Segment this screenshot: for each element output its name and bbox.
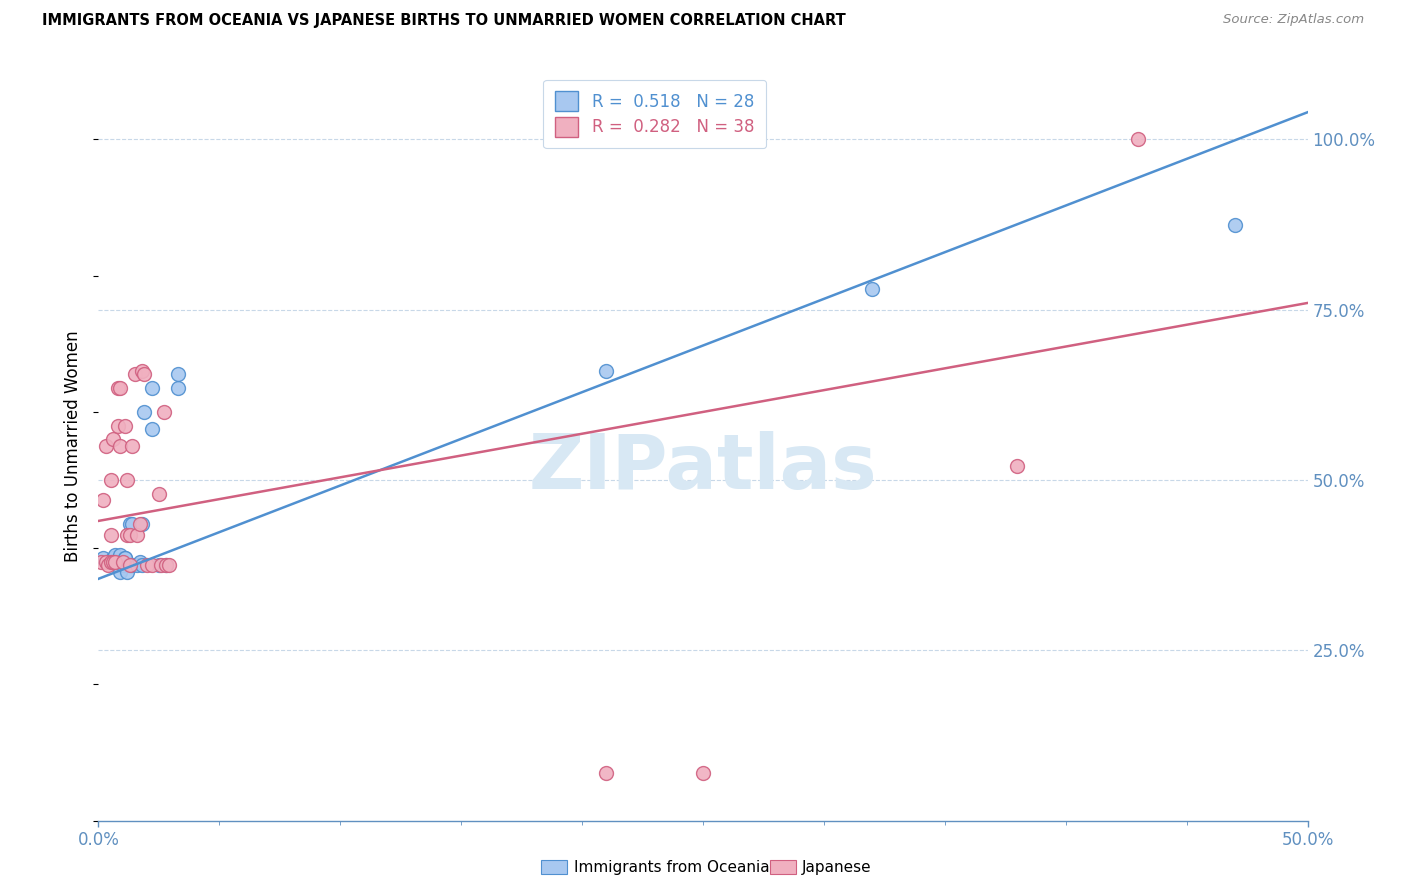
Point [141,381,163,395]
Point [118,527,141,541]
Point [100,527,122,541]
Point [91,493,114,508]
Point [107,555,129,569]
Point [118,558,141,573]
Point [135,558,157,573]
Point [117,565,139,579]
Point [155,558,177,573]
Point [595,766,617,780]
Point [134,368,156,382]
Point [101,555,124,569]
Point [108,439,131,453]
Point [150,558,173,573]
Point [97,558,120,573]
Point [157,558,180,573]
Point [148,486,170,500]
Point [128,555,150,569]
Point [131,517,153,532]
Point [114,551,136,566]
Point [127,558,149,573]
Point [595,364,617,378]
Point [90,555,112,569]
Legend: R =  0.518   N = 28, R =  0.282   N = 38: R = 0.518 N = 28, R = 0.282 N = 38 [543,79,766,148]
Point [111,558,134,573]
Point [141,422,163,436]
Point [114,418,136,433]
Point [94,439,117,453]
Point [152,405,174,419]
Point [1128,132,1150,146]
Text: Immigrants from Oceania: Immigrants from Oceania [574,860,769,874]
Text: ZIPatlas: ZIPatlas [529,432,877,506]
Point [104,548,127,562]
Point [1007,459,1029,474]
Y-axis label: Births to Unmarried Women: Births to Unmarried Women [65,330,83,562]
Point [167,368,190,382]
Point [108,548,131,562]
Text: IMMIGRANTS FROM OCEANIA VS JAPANESE BIRTHS TO UNMARRIED WOMEN CORRELATION CHART: IMMIGRANTS FROM OCEANIA VS JAPANESE BIRT… [42,13,846,29]
Point [131,558,153,573]
Point [860,282,883,296]
Point [121,558,143,573]
Point [117,527,139,541]
Point [127,527,149,541]
Point [101,432,124,446]
Point [167,381,190,395]
Point [124,368,146,382]
Point [148,558,170,573]
Point [100,473,122,487]
Point [1223,218,1246,232]
Point [104,555,127,569]
Point [692,766,714,780]
Point [107,418,129,433]
Point [111,555,134,569]
Point [128,517,150,532]
Point [108,565,131,579]
Point [91,551,114,566]
Point [134,405,156,419]
Point [101,551,124,566]
Text: Japanese: Japanese [801,860,872,874]
Point [121,439,143,453]
Point [100,555,122,569]
Point [108,381,131,395]
Point [155,558,177,573]
Point [141,558,163,573]
Point [121,517,143,532]
Point [107,381,129,395]
Point [117,473,139,487]
Point [131,364,153,378]
Point [118,517,141,532]
Text: Source: ZipAtlas.com: Source: ZipAtlas.com [1223,13,1364,27]
Point [114,551,136,566]
Point [94,555,117,569]
Point [104,555,127,569]
